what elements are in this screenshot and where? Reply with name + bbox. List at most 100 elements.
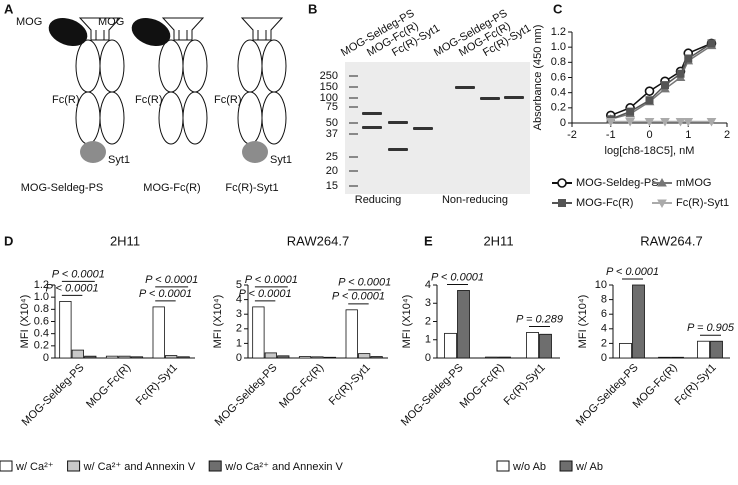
x-tick-label: MOG-Fc(R) bbox=[84, 362, 133, 411]
y-tick-label: 2 bbox=[236, 323, 242, 335]
bar bbox=[105, 355, 119, 359]
significance-label: P < 0.0001 bbox=[332, 291, 385, 303]
y-tick-label: 0.6 bbox=[34, 315, 49, 327]
x-tick-label: 2 bbox=[724, 129, 730, 141]
y-tick-label: 0 bbox=[560, 117, 566, 129]
label: Fc(R) bbox=[135, 94, 163, 106]
syt1-domain bbox=[242, 141, 268, 163]
bar bbox=[152, 306, 165, 359]
significance-label: P = 0.289 bbox=[516, 313, 563, 325]
mog-domain bbox=[131, 17, 171, 47]
legend-label: w/ Ca²⁺ bbox=[15, 461, 54, 473]
marker bbox=[706, 117, 717, 127]
legend-swatch bbox=[0, 460, 13, 472]
bar bbox=[619, 342, 632, 359]
y-tick-label: 0.4 bbox=[551, 87, 566, 99]
significance-label: P < 0.0001 bbox=[52, 268, 105, 280]
x-axis-label: log[ch8-18C5], nM bbox=[605, 145, 695, 157]
significance-label: P < 0.0001 bbox=[139, 288, 192, 300]
bar bbox=[130, 356, 144, 359]
bands bbox=[362, 86, 524, 151]
label: MOG bbox=[16, 16, 42, 28]
bar bbox=[298, 356, 312, 359]
ladder-label: 100 bbox=[320, 92, 338, 104]
y-tick-label: 0.8 bbox=[34, 303, 49, 315]
legend-label: w/ Ca²⁺ and Annexin V bbox=[83, 461, 196, 473]
marker bbox=[657, 177, 667, 187]
x-tick-label: MOG-Fc(R) bbox=[277, 362, 326, 411]
bar bbox=[165, 355, 178, 359]
panel-label: E bbox=[424, 233, 433, 248]
y-axis-label: MFI (X10⁴) bbox=[401, 295, 413, 349]
ladder-label: 37 bbox=[326, 128, 338, 140]
label: Syt1 bbox=[108, 154, 130, 166]
y-tick-label: 4 bbox=[601, 323, 607, 335]
marker bbox=[625, 117, 635, 127]
construct-name: Fc(R)-Syt1 bbox=[225, 182, 278, 194]
bar bbox=[118, 355, 131, 359]
x-tick-label: Fc(R)-Syt1 bbox=[134, 362, 180, 408]
x-tick-label: Fc(R)-Syt1 bbox=[327, 362, 373, 408]
y-tick-label: 1.0 bbox=[551, 41, 566, 53]
x-tick-label: -2 bbox=[567, 129, 577, 141]
marker bbox=[675, 117, 686, 127]
marker bbox=[683, 117, 694, 127]
chart-title: 2H11 bbox=[110, 233, 140, 248]
y-axis-label: MFI (X10⁴) bbox=[212, 295, 224, 349]
legend-swatch bbox=[496, 460, 510, 472]
y-tick-label: 4 bbox=[236, 294, 242, 306]
marker bbox=[660, 117, 670, 127]
marker bbox=[626, 107, 635, 116]
bar bbox=[697, 340, 710, 359]
legend-label: w/o Ab bbox=[512, 461, 546, 473]
x-tick-label: 1 bbox=[685, 129, 691, 141]
marker bbox=[707, 39, 716, 48]
ladder-label: 250 bbox=[320, 70, 338, 82]
y-tick-label: 0 bbox=[425, 352, 431, 364]
y-tick-label: 10 bbox=[595, 279, 607, 291]
marker bbox=[657, 199, 667, 209]
gel-group: Reducing bbox=[355, 194, 401, 206]
significance-label: P < 0.0001 bbox=[145, 274, 198, 286]
marker bbox=[644, 117, 655, 127]
y-tick-label: 1.2 bbox=[551, 26, 566, 38]
legend-swatch bbox=[559, 460, 573, 472]
y-tick-label: 1 bbox=[425, 334, 431, 346]
y-tick-label: 8 bbox=[601, 294, 607, 306]
gel-group: Non-reducing bbox=[442, 194, 508, 206]
ladder-label: 25 bbox=[326, 151, 338, 163]
label: Syt1 bbox=[270, 154, 292, 166]
bar bbox=[252, 306, 265, 359]
bar bbox=[671, 356, 684, 359]
y-tick-label: 5 bbox=[236, 279, 242, 291]
bar bbox=[498, 356, 511, 359]
y-tick-label: 3 bbox=[236, 308, 242, 320]
panel-b: B Reducing Non-reducing bbox=[308, 1, 530, 206]
y-tick-label: 6 bbox=[601, 308, 607, 320]
y-tick-label: 0.6 bbox=[551, 71, 566, 83]
y-axis-label: Absorbance (450 nm) bbox=[532, 25, 544, 131]
x-tick-label: MOG-Seldeg-PS bbox=[574, 362, 641, 429]
marker bbox=[676, 69, 685, 78]
bar bbox=[84, 355, 97, 359]
legend-label: w/ Ab bbox=[575, 461, 603, 473]
y-tick-label: 0.4 bbox=[34, 328, 49, 340]
mog-domain bbox=[48, 17, 88, 47]
label: Fc(R) bbox=[214, 94, 242, 106]
marker bbox=[605, 117, 616, 127]
chart-title: RAW264.7 bbox=[640, 233, 702, 248]
ladder-label: 15 bbox=[326, 180, 338, 192]
marker bbox=[644, 86, 655, 96]
ladder-label: 20 bbox=[326, 165, 338, 177]
construct bbox=[237, 17, 287, 145]
ladder-label: 50 bbox=[326, 117, 338, 129]
legend-label: MOG-Fc(R) bbox=[576, 197, 633, 209]
panel-label: A bbox=[4, 1, 14, 16]
significance-label: P = 0.905 bbox=[687, 322, 735, 334]
bar bbox=[71, 349, 84, 359]
bar bbox=[277, 355, 290, 359]
y-tick-label: 0 bbox=[43, 352, 49, 364]
chart-title: RAW264.7 bbox=[287, 233, 349, 248]
marker bbox=[684, 54, 693, 63]
